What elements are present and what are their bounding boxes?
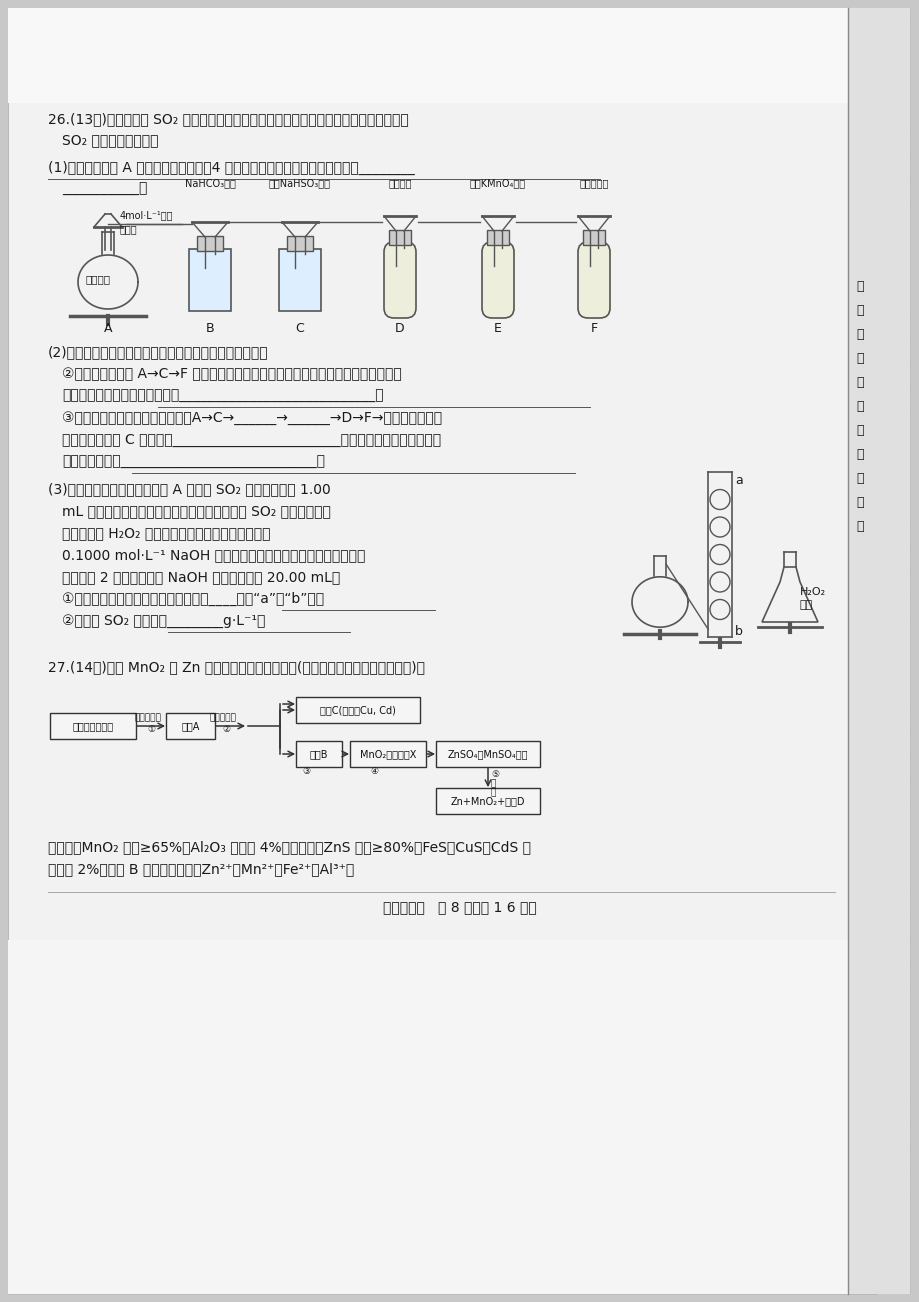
Text: 品红溶液: 品红溶液: [388, 178, 412, 187]
FancyBboxPatch shape: [188, 249, 231, 311]
Text: Zn+MnO₂+产品D: Zn+MnO₂+产品D: [450, 796, 525, 806]
FancyBboxPatch shape: [287, 236, 312, 251]
Text: 酸性KMnO₄溶液: 酸性KMnO₄溶液: [470, 178, 526, 187]
Text: 学认为该方案不合理，其理由是____________________________。: 学认为该方案不合理，其理由是__________________________…: [62, 389, 383, 404]
Text: 请: 请: [855, 328, 863, 341]
Text: ZnSO₄、MnSO₄溶液: ZnSO₄、MnSO₄溶液: [448, 749, 528, 759]
FancyBboxPatch shape: [436, 788, 539, 814]
Text: B: B: [206, 322, 214, 335]
Text: NaHCO₃溶液: NaHCO₃溶液: [185, 178, 235, 187]
Text: 27.(14分)生产 MnO₂ 和 Zn 的工艺简化流程如图所示(中间产物的固体部分已经略去)：: 27.(14分)生产 MnO₂ 和 Zn 的工艺简化流程如图所示(中间产物的固体…: [48, 660, 425, 674]
Text: 亚硫酸钓: 亚硫酸钓: [85, 273, 111, 284]
FancyBboxPatch shape: [50, 713, 136, 740]
FancyBboxPatch shape: [383, 242, 415, 318]
Text: ②: ②: [221, 725, 230, 734]
Text: 重复滴定 2 次，平均消耗 NaOH 溶液的体积为 20.00 mL。: 重复滴定 2 次，平均消耗 NaOH 溶液的体积为 20.00 mL。: [62, 570, 340, 585]
Text: ②残液中 SO₂ 的含量为________g·L⁻¹。: ②残液中 SO₂ 的含量为________g·L⁻¹。: [62, 615, 265, 628]
Text: ⑤: ⑤: [491, 769, 499, 779]
Text: ③丙同学设计的合理实验方案为：A→C→______→______→D→F→尾气处理（填字: ③丙同学设计的合理实验方案为：A→C→______→______→D→F→尾气处…: [62, 411, 442, 424]
Text: ①: ①: [147, 725, 155, 734]
FancyBboxPatch shape: [278, 249, 321, 311]
Text: E: E: [494, 322, 502, 335]
Text: 锥形瓶中的 H₂O₂ 溶液恰好完全反应，然后用浓度为: 锥形瓶中的 H₂O₂ 溶液恰好完全反应，然后用浓度为: [62, 526, 270, 540]
Text: (1)写出利用装置 A 中产生的气体证明＋4 价的硫元素具有氧化性的实验方案：________: (1)写出利用装置 A 中产生的气体证明＋4 价的硫元素具有氧化性的实验方案：_…: [48, 161, 414, 176]
FancyBboxPatch shape: [577, 242, 609, 318]
Text: 密: 密: [855, 400, 863, 413]
Text: 作: 作: [855, 496, 863, 509]
Text: 滤液B: 滤液B: [310, 749, 328, 759]
Text: (3)利用如图的装置可测定装置 A 残液中 SO₂ 的含量。量取 1.00: (3)利用如图的装置可测定装置 A 残液中 SO₂ 的含量。量取 1.00: [48, 482, 331, 496]
FancyBboxPatch shape: [583, 230, 605, 245]
Text: 在: 在: [855, 376, 863, 389]
Text: 0.1000 mol·L⁻¹ NaOH 标准溶液进行滴定，至终点时记录数据。: 0.1000 mol·L⁻¹ NaOH 标准溶液进行滴定，至终点时记录数据。: [62, 548, 365, 562]
Text: ①该装置中球形冷凝管的冷凝水进口为____（填“a”或“b”）。: ①该装置中球形冷凝管的冷凝水进口为____（填“a”或“b”）。: [62, 592, 323, 607]
FancyBboxPatch shape: [482, 242, 514, 318]
Text: H₂O₂: H₂O₂: [800, 587, 825, 598]
FancyBboxPatch shape: [847, 8, 909, 1294]
FancyBboxPatch shape: [8, 8, 847, 103]
Text: mL 残液于烧瓶中，加适量蒸馏水稀释，加热使 SO₂ 全部逃出并与: mL 残液于烧瓶中，加适量蒸馏水稀释，加热使 SO₂ 全部逃出并与: [62, 504, 331, 518]
Text: ___________。: ___________。: [62, 182, 147, 197]
Text: ②甲同学认为按照 A→C→F 顺序连接装置可以证明亚硫酸和次氯酸的酸性强弱，乙同: ②甲同学认为按照 A→C→F 顺序连接装置可以证明亚硫酸和次氯酸的酸性强弱，乙同: [62, 367, 402, 381]
Text: 滤渣C(含金属Cu, Cd): 滤渣C(含金属Cu, Cd): [320, 704, 395, 715]
Text: 滤液A: 滤液A: [181, 721, 199, 730]
Text: 饱和NaHSO₃溶液: 饱和NaHSO₃溶液: [268, 178, 331, 187]
Text: 4mol·L⁻¹盐酸: 4mol·L⁻¹盐酸: [119, 210, 174, 220]
FancyBboxPatch shape: [486, 230, 508, 245]
Text: F: F: [590, 322, 597, 335]
Text: 适量金属锌: 适量金属锌: [210, 713, 236, 723]
Text: MnO₂、化合物X: MnO₂、化合物X: [359, 749, 415, 759]
Text: ④: ④: [369, 767, 378, 776]
Text: 软锰矿：MnO₂ 含量≥65%；Al₂O₃ 含量为 4%。闪锤矿：ZnS 含量≥80%；FeS、CuS、CdS 含: 软锰矿：MnO₂ 含量≥65%；Al₂O₃ 含量为 4%。闪锤矿：ZnS 含量≥…: [48, 840, 530, 854]
Text: ③: ③: [301, 767, 310, 776]
Text: 足量稀硫酸: 足量稀硫酸: [135, 713, 162, 723]
Text: a: a: [734, 474, 742, 487]
Text: SO₂ 性质的探究活动。: SO₂ 性质的探究活动。: [62, 133, 158, 147]
Text: 勿: 勿: [855, 352, 863, 365]
Text: 答: 答: [855, 519, 863, 533]
Text: 溶液: 溶液: [800, 600, 812, 611]
FancyBboxPatch shape: [349, 741, 425, 767]
Text: (2)选用以上装置和药品探究亚硫酸与次氯酸的酸性强弱：: (2)选用以上装置和药品探究亚硫酸与次氯酸的酸性强弱：: [48, 345, 268, 359]
Text: 酸的实验现象是____________________________。: 酸的实验现象是____________________________。: [62, 454, 324, 469]
Text: 内: 内: [855, 473, 863, 486]
Text: 线: 线: [855, 448, 863, 461]
FancyBboxPatch shape: [197, 236, 222, 251]
Text: 母）。其中装置 C 的作用是________________________。证明亚硫酸酸性强于次氯: 母）。其中装置 C 的作用是________________________。证…: [62, 434, 440, 447]
Text: 止水夹: 止水夹: [119, 224, 138, 234]
FancyBboxPatch shape: [165, 713, 215, 740]
FancyBboxPatch shape: [296, 741, 342, 767]
Text: 电: 电: [491, 779, 496, 788]
Text: 解: 解: [491, 788, 496, 797]
FancyBboxPatch shape: [8, 940, 847, 1294]
Text: 软锰矿、闪锌矿: 软锰矿、闪锌矿: [73, 721, 113, 730]
Text: 卷: 卷: [855, 303, 863, 316]
Text: 试: 试: [855, 280, 863, 293]
Text: 理综（二）   第 8 页（共 1 6 页）: 理综（二） 第 8 页（共 1 6 页）: [382, 900, 537, 914]
FancyBboxPatch shape: [389, 230, 411, 245]
FancyBboxPatch shape: [436, 741, 539, 767]
Text: b: b: [734, 625, 742, 638]
Text: 26.(13分)直接排放含 SO₂ 的烟气会形成酸雨，危害环境。某化学实验小组进行如下有关: 26.(13分)直接排放含 SO₂ 的烟气会形成酸雨，危害环境。某化学实验小组进…: [48, 112, 408, 126]
FancyBboxPatch shape: [296, 697, 420, 723]
Text: 封: 封: [855, 424, 863, 437]
Text: D: D: [395, 322, 404, 335]
Text: 漂白粉溶液: 漂白粉溶液: [579, 178, 608, 187]
Text: A: A: [104, 322, 112, 335]
Text: 量各为 2%。滤液 B 中含金属离子：Zn²⁺、Mn²⁺、Fe²⁺、Al³⁺。: 量各为 2%。滤液 B 中含金属离子：Zn²⁺、Mn²⁺、Fe²⁺、Al³⁺。: [48, 862, 354, 876]
Text: C: C: [295, 322, 304, 335]
FancyBboxPatch shape: [8, 8, 875, 1294]
